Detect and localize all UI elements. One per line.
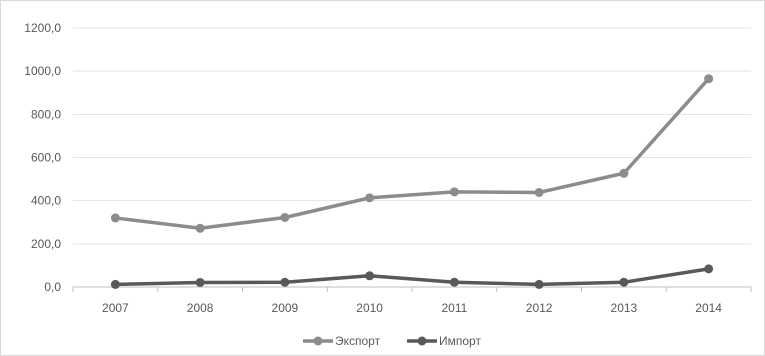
data-point bbox=[449, 277, 459, 287]
legend-marker bbox=[313, 336, 323, 346]
y-tick-label: 1000,0 bbox=[24, 64, 61, 78]
x-tick-label: 2008 bbox=[187, 301, 214, 315]
series-lines bbox=[110, 74, 714, 289]
data-point bbox=[280, 213, 290, 223]
y-tick-label: 0,0 bbox=[44, 280, 61, 294]
data-point bbox=[195, 277, 205, 287]
data-point bbox=[534, 279, 544, 289]
x-tick-label: 2010 bbox=[356, 301, 383, 315]
data-point bbox=[110, 279, 120, 289]
gridlines bbox=[73, 27, 751, 288]
data-point bbox=[110, 213, 120, 223]
x-tick-label: 2012 bbox=[526, 301, 553, 315]
data-point bbox=[704, 74, 714, 84]
x-tick-label: 2014 bbox=[695, 301, 722, 315]
x-tick-label: 2009 bbox=[272, 301, 299, 315]
series-line-1 bbox=[113, 76, 711, 231]
x-tick-label: 2013 bbox=[611, 301, 638, 315]
legend: Экспорт Импорт bbox=[303, 334, 481, 348]
y-tick-label: 400,0 bbox=[31, 194, 61, 208]
legend-label-1: Экспорт bbox=[335, 334, 381, 348]
legend-marker bbox=[417, 336, 427, 346]
data-point bbox=[280, 277, 290, 287]
x-tick-label: 2011 bbox=[441, 301, 467, 315]
x-axis-ticks: 2007 2008 2009 2010 2011 2012 2013 2014 bbox=[72, 287, 752, 315]
data-point bbox=[619, 168, 629, 178]
y-axis-ticks: 0,0 200,0 400,0 600,0 800,0 1000,0 1200,0 bbox=[24, 21, 61, 294]
data-point bbox=[619, 277, 629, 287]
y-tick-label: 200,0 bbox=[31, 237, 61, 251]
y-tick-label: 600,0 bbox=[31, 151, 61, 165]
legend-label-2: Импорт bbox=[439, 334, 481, 348]
y-tick-label: 800,0 bbox=[31, 107, 61, 121]
data-point bbox=[704, 264, 714, 274]
data-point bbox=[195, 223, 205, 233]
data-point bbox=[449, 187, 459, 197]
series-line-2 bbox=[113, 267, 711, 287]
data-point bbox=[365, 193, 375, 203]
y-tick-label: 1200,0 bbox=[24, 21, 61, 35]
data-point bbox=[534, 187, 544, 197]
x-tick-label: 2007 bbox=[102, 301, 129, 315]
data-point bbox=[365, 271, 375, 281]
